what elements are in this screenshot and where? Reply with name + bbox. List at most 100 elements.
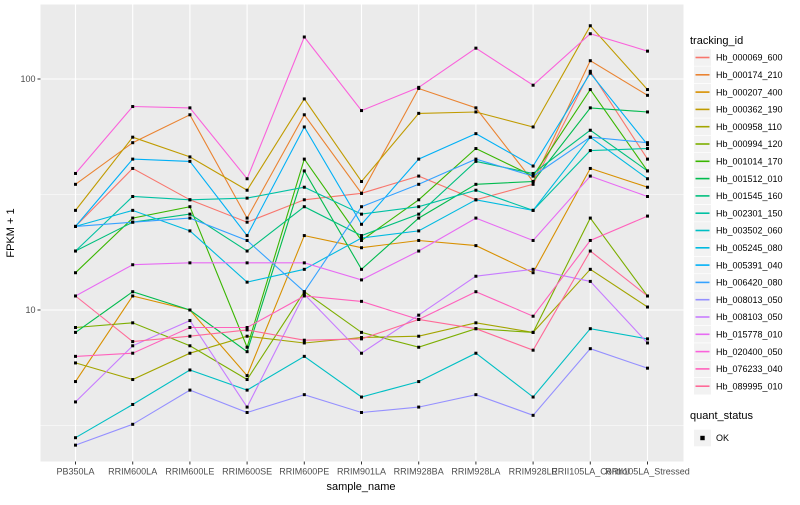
- data-point: [417, 229, 421, 233]
- legend-entry-label: Hb_000362_190: [716, 105, 783, 115]
- data-point: [188, 212, 192, 216]
- x-tick-label: RRII105LA_Control: [551, 467, 629, 477]
- data-point: [302, 185, 306, 189]
- data-point: [531, 267, 535, 271]
- data-point: [245, 334, 249, 338]
- legend-entry: Hb_001545_160: [694, 187, 783, 205]
- x-tick-label: RRIM928LA: [451, 467, 500, 477]
- legend-entry-label: Hb_089995_010: [716, 381, 783, 391]
- data-point: [360, 246, 363, 250]
- data-point: [302, 292, 306, 296]
- data-point: [360, 234, 363, 238]
- legend-entry: Hb_008103_050: [694, 308, 783, 326]
- data-point: [302, 261, 306, 265]
- data-point: [302, 354, 306, 358]
- legend-entry: Hb_005245_080: [694, 239, 783, 257]
- legend-entry: Hb_020400_050: [694, 343, 783, 360]
- data-point: [531, 330, 535, 334]
- data-point: [74, 325, 77, 329]
- y-tick-label: 100: [20, 74, 35, 84]
- axis-layer: 10 100 PB350LA RRIM600LA RRIM600LE RRIM600SE R…: [20, 74, 689, 477]
- legend-entry: Hb_001512_010: [694, 170, 783, 187]
- data-point: [302, 294, 306, 298]
- data-point: [245, 216, 249, 220]
- data-point: [74, 354, 77, 358]
- data-point: [131, 294, 135, 298]
- data-point: [74, 443, 77, 447]
- legend-entry: Hb_008013_050: [694, 291, 783, 308]
- legend-entry-label: Hb_020400_050: [716, 347, 783, 357]
- data-point: [131, 105, 135, 109]
- data-point: [360, 236, 363, 240]
- legend-layer: tracking_id Hb_000069_600 Hb_000174_210 Hb_…: [690, 35, 783, 447]
- data-point: [302, 169, 306, 173]
- data-point: [245, 325, 249, 329]
- data-point: [646, 337, 649, 341]
- data-point: [74, 361, 77, 365]
- data-point: [474, 198, 478, 202]
- data-point: [188, 216, 192, 220]
- data-point: [588, 69, 592, 73]
- data-point: [417, 313, 421, 317]
- data-point: [188, 334, 192, 338]
- data-point: [474, 132, 478, 136]
- data-point: [474, 290, 478, 294]
- data-point: [588, 166, 592, 170]
- data-point: [646, 177, 649, 181]
- data-point: [360, 191, 363, 195]
- data-point: [531, 83, 535, 87]
- data-point: [417, 198, 421, 202]
- x-tick-label: RRIM600SE: [222, 467, 272, 477]
- data-point: [74, 294, 77, 298]
- data-point: [74, 249, 77, 253]
- data-point: [245, 378, 249, 382]
- data-point: [417, 85, 421, 89]
- data-point: [360, 205, 363, 209]
- data-point: [188, 351, 192, 355]
- data-point: [474, 351, 478, 355]
- data-point: [646, 49, 649, 53]
- data-point: [531, 125, 535, 129]
- y-axis-title: FPKM + 1: [5, 208, 17, 257]
- legend-entry: Hb_000174_210: [694, 66, 783, 84]
- data-point: [531, 208, 535, 212]
- data-point: [646, 294, 649, 298]
- data-point: [588, 149, 592, 153]
- legend-entry-label: Hb_005391_040: [716, 260, 783, 270]
- data-point: [474, 393, 478, 397]
- data-point: [360, 410, 363, 414]
- data-point: [131, 208, 135, 212]
- data-point: [417, 205, 421, 209]
- data-point: [302, 198, 306, 202]
- data-point: [245, 410, 249, 414]
- data-point: [188, 261, 192, 265]
- data-point: [188, 113, 192, 117]
- data-point: [245, 188, 249, 192]
- data-point: [360, 299, 363, 303]
- data-point: [417, 238, 421, 242]
- data-point: [360, 351, 363, 355]
- data-point: [245, 405, 249, 409]
- data-point: [588, 238, 592, 242]
- data-point: [188, 106, 192, 110]
- data-point: [474, 327, 478, 331]
- data-point: [646, 366, 649, 370]
- data-point: [360, 337, 363, 341]
- y-tick-label: 10: [25, 305, 35, 315]
- data-point: [646, 194, 649, 198]
- data-point: [474, 106, 478, 110]
- data-point: [188, 325, 192, 329]
- data-point: [188, 319, 192, 323]
- data-point: [131, 141, 135, 145]
- data-point: [131, 340, 135, 344]
- data-point: [531, 164, 535, 168]
- x-tick-label: RRII105LA_Stressed: [605, 467, 690, 477]
- data-point: [646, 143, 649, 147]
- data-point: [131, 422, 135, 426]
- data-point: [646, 141, 649, 145]
- data-point: [360, 330, 363, 334]
- data-point: [188, 159, 192, 163]
- data-point: [74, 330, 77, 334]
- data-point: [360, 267, 363, 271]
